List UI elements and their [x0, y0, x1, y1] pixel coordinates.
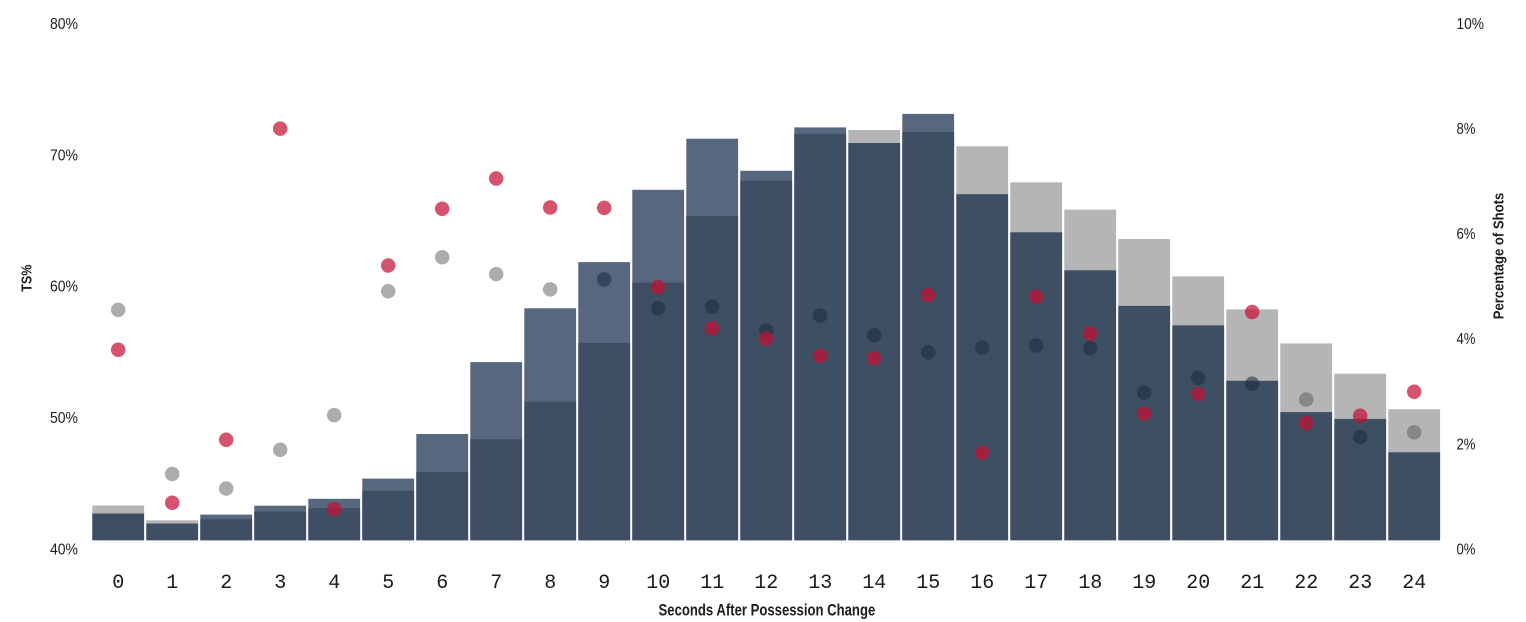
- svg-text:0: 0: [112, 572, 124, 595]
- svg-text:10: 10: [646, 572, 670, 595]
- svg-text:80%: 80%: [50, 16, 78, 33]
- svg-text:2: 2: [220, 572, 232, 595]
- svg-text:9: 9: [598, 572, 610, 595]
- svg-text:50%: 50%: [50, 410, 78, 427]
- svg-text:Seconds After Possession Chang: Seconds After Possession Change: [659, 601, 876, 620]
- svg-text:2%: 2%: [1457, 436, 1476, 453]
- svg-text:13: 13: [808, 572, 832, 595]
- svg-text:4%: 4%: [1457, 331, 1476, 348]
- svg-text:10%: 10%: [1457, 16, 1485, 33]
- svg-text:23: 23: [1348, 572, 1372, 595]
- svg-text:20: 20: [1186, 572, 1210, 595]
- svg-text:16: 16: [970, 572, 994, 595]
- svg-text:0%: 0%: [1457, 541, 1476, 558]
- svg-text:12: 12: [754, 572, 778, 595]
- svg-text:8%: 8%: [1457, 121, 1476, 138]
- svg-text:14: 14: [862, 572, 886, 595]
- svg-text:Percentage of Shots: Percentage of Shots: [1491, 193, 1507, 320]
- svg-text:6%: 6%: [1457, 226, 1476, 243]
- svg-text:60%: 60%: [50, 279, 78, 296]
- svg-text:4: 4: [328, 572, 340, 595]
- svg-text:TS%: TS%: [19, 265, 36, 292]
- svg-text:19: 19: [1132, 572, 1156, 595]
- svg-text:21: 21: [1240, 572, 1264, 595]
- svg-text:11: 11: [700, 572, 724, 595]
- svg-text:22: 22: [1294, 572, 1318, 595]
- svg-text:24: 24: [1402, 572, 1426, 595]
- svg-text:5: 5: [382, 572, 394, 595]
- svg-text:7: 7: [490, 572, 502, 595]
- svg-text:8: 8: [544, 572, 556, 595]
- svg-text:70%: 70%: [50, 147, 78, 164]
- svg-text:18: 18: [1078, 572, 1102, 595]
- svg-text:1: 1: [166, 572, 178, 595]
- svg-text:17: 17: [1024, 572, 1048, 595]
- svg-text:15: 15: [916, 572, 940, 595]
- svg-text:3: 3: [274, 572, 286, 595]
- svg-text:40%: 40%: [50, 542, 78, 559]
- svg-text:6: 6: [436, 572, 448, 595]
